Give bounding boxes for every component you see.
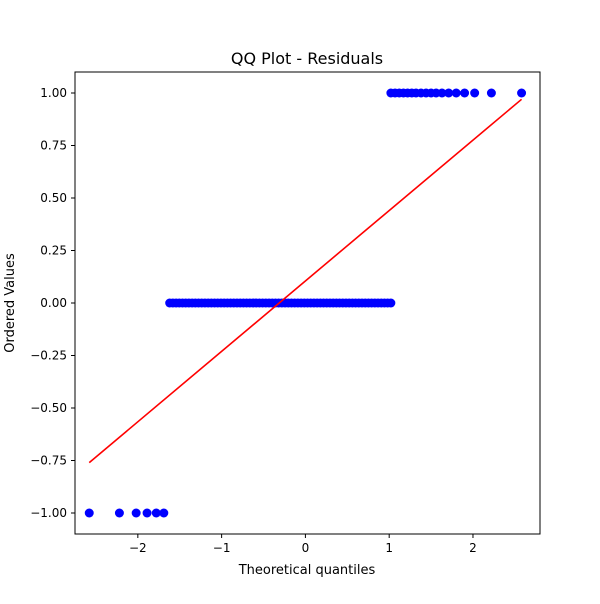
chart-title: QQ Plot - Residuals <box>231 49 383 68</box>
y-tick-label: 0.75 <box>40 139 67 153</box>
data-point <box>437 88 447 98</box>
data-point <box>460 88 470 98</box>
data-point <box>444 88 454 98</box>
x-tick-label: −1 <box>213 541 231 555</box>
y-tick-label: −0.50 <box>30 401 67 415</box>
y-tick-label: 0.50 <box>40 191 67 205</box>
x-tick-label: 0 <box>302 541 310 555</box>
data-point <box>486 88 496 98</box>
y-tick-label: 0.00 <box>40 296 67 310</box>
y-tick-label: −0.75 <box>30 454 67 468</box>
reference-line <box>88 98 523 464</box>
data-point <box>84 508 94 518</box>
data-point <box>470 88 480 98</box>
data-point <box>142 508 152 518</box>
y-tick-label: −1.00 <box>30 506 67 520</box>
x-tick-label: 2 <box>469 541 477 555</box>
y-tick-label: −0.25 <box>30 349 67 363</box>
x-tick-label: 1 <box>385 541 393 555</box>
plot-area: −2 −1 0 1 2 −1.00 −0.75 −0.50 −0.25 0.00 0.25 0.50 0… <box>30 86 527 555</box>
x-tick-label: −2 <box>129 541 147 555</box>
data-point <box>151 508 161 518</box>
data-point <box>159 508 169 518</box>
plot-frame <box>74 71 541 535</box>
y-axis-label: Ordered Values <box>3 253 18 353</box>
y-tick-label: 0.25 <box>40 244 67 258</box>
data-point <box>517 88 527 98</box>
data-point <box>131 508 141 518</box>
x-axis-label: Theoretical quantiles <box>238 563 376 578</box>
data-point <box>114 508 124 518</box>
data-point <box>386 298 396 308</box>
data-point <box>451 88 461 98</box>
y-tick-label: 1.00 <box>40 86 67 100</box>
